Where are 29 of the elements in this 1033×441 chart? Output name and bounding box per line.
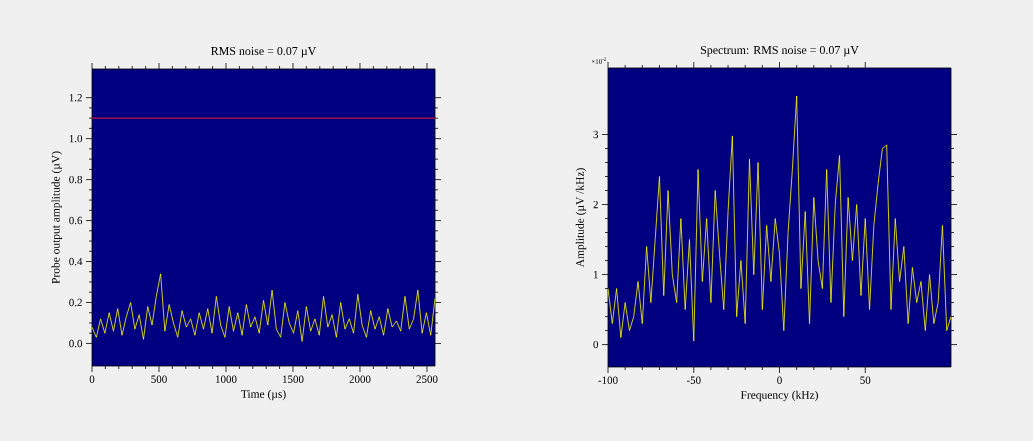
y-tick-label: 2 (593, 200, 598, 209)
x-tick-label: 2000 (349, 375, 371, 383)
y-axis-title: Probe output amplitude (µV) (51, 151, 62, 284)
y-tick-label: 0.2 (69, 298, 82, 307)
x-tick-label: 0 (777, 376, 782, 384)
y-tick-label: 0.8 (69, 175, 83, 184)
y-tick-label: 0.4 (69, 257, 83, 266)
x-tick-label: 0 (89, 375, 95, 383)
x-tick-label: -50 (686, 376, 701, 384)
x-tick-label: 1000 (216, 375, 237, 383)
y-tick-label: 0 (593, 340, 599, 349)
y-axis-title: Amplitude (µV /kHz) (575, 168, 587, 268)
x-axis-title: Time (µs) (241, 389, 286, 401)
y-tick-label: 0.6 (69, 216, 83, 225)
chart-title: Spectrum: RMS noise = 0.07 µV (700, 45, 859, 57)
line-series (92, 273, 436, 342)
y-tick-label: 1.0 (69, 134, 83, 143)
line-series (608, 95, 952, 342)
x-tick-label: 2500 (416, 375, 438, 383)
y-tick-label: 3 (593, 130, 599, 139)
y-tick-label: 0.0 (69, 339, 83, 348)
y-tick-label: 1.2 (69, 93, 82, 102)
x-tick-label: -100 (598, 376, 618, 384)
chart-title: RMS noise = 0.07 µV (211, 46, 317, 58)
x-axis-title: Frequency (kHz) (740, 390, 818, 402)
x-tick-label: 500 (151, 375, 167, 383)
x-tick-label: 50 (860, 376, 871, 384)
y-tick-label: 1 (593, 270, 598, 279)
x-tick-label: 1500 (283, 375, 304, 383)
